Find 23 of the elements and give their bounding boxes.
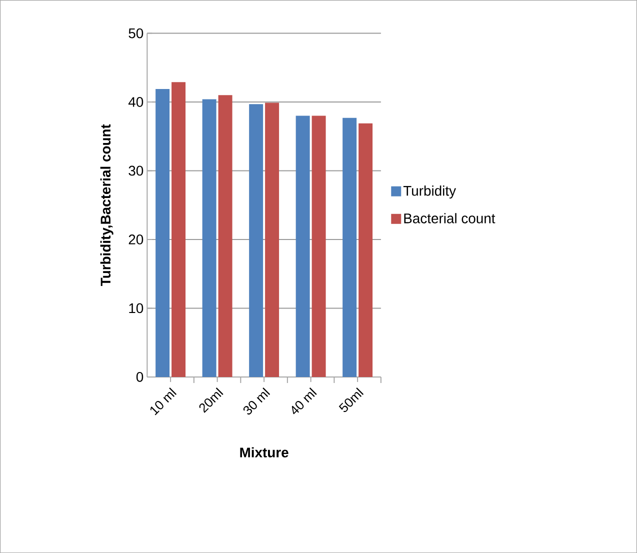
x-tick-label: 40 ml	[292, 388, 317, 414]
y-axis-title: Turbidity,Bacterial count	[100, 124, 114, 286]
bar	[202, 99, 216, 377]
bar	[358, 123, 373, 377]
bar	[296, 116, 310, 377]
y-tick-label: 40	[128, 97, 144, 107]
bar	[172, 82, 186, 377]
x-axis-title: Mixture	[240, 447, 288, 458]
y-tick-label: 30	[128, 166, 144, 176]
y-tick-label: 10	[129, 303, 144, 314]
legend-label: Turbidity	[403, 185, 456, 198]
bar	[342, 118, 357, 377]
bar	[265, 102, 280, 377]
y-tick-label: 0	[136, 372, 144, 382]
bar	[156, 88, 170, 377]
bar	[218, 95, 232, 377]
y-tick-label: 20	[128, 234, 144, 244]
bar	[312, 116, 326, 377]
bar	[249, 104, 264, 377]
y-tick-label: 50	[128, 28, 144, 38]
legend-label: Bacterial count	[404, 213, 496, 224]
x-tick-label: 10 ml	[150, 388, 177, 416]
x-tick-label: 30 ml	[243, 388, 270, 415]
